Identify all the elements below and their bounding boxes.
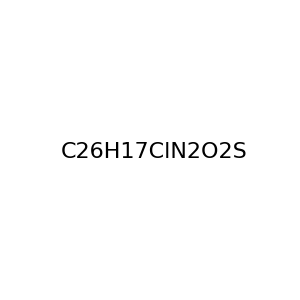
Text: C26H17ClN2O2S: C26H17ClN2O2S	[60, 142, 247, 161]
